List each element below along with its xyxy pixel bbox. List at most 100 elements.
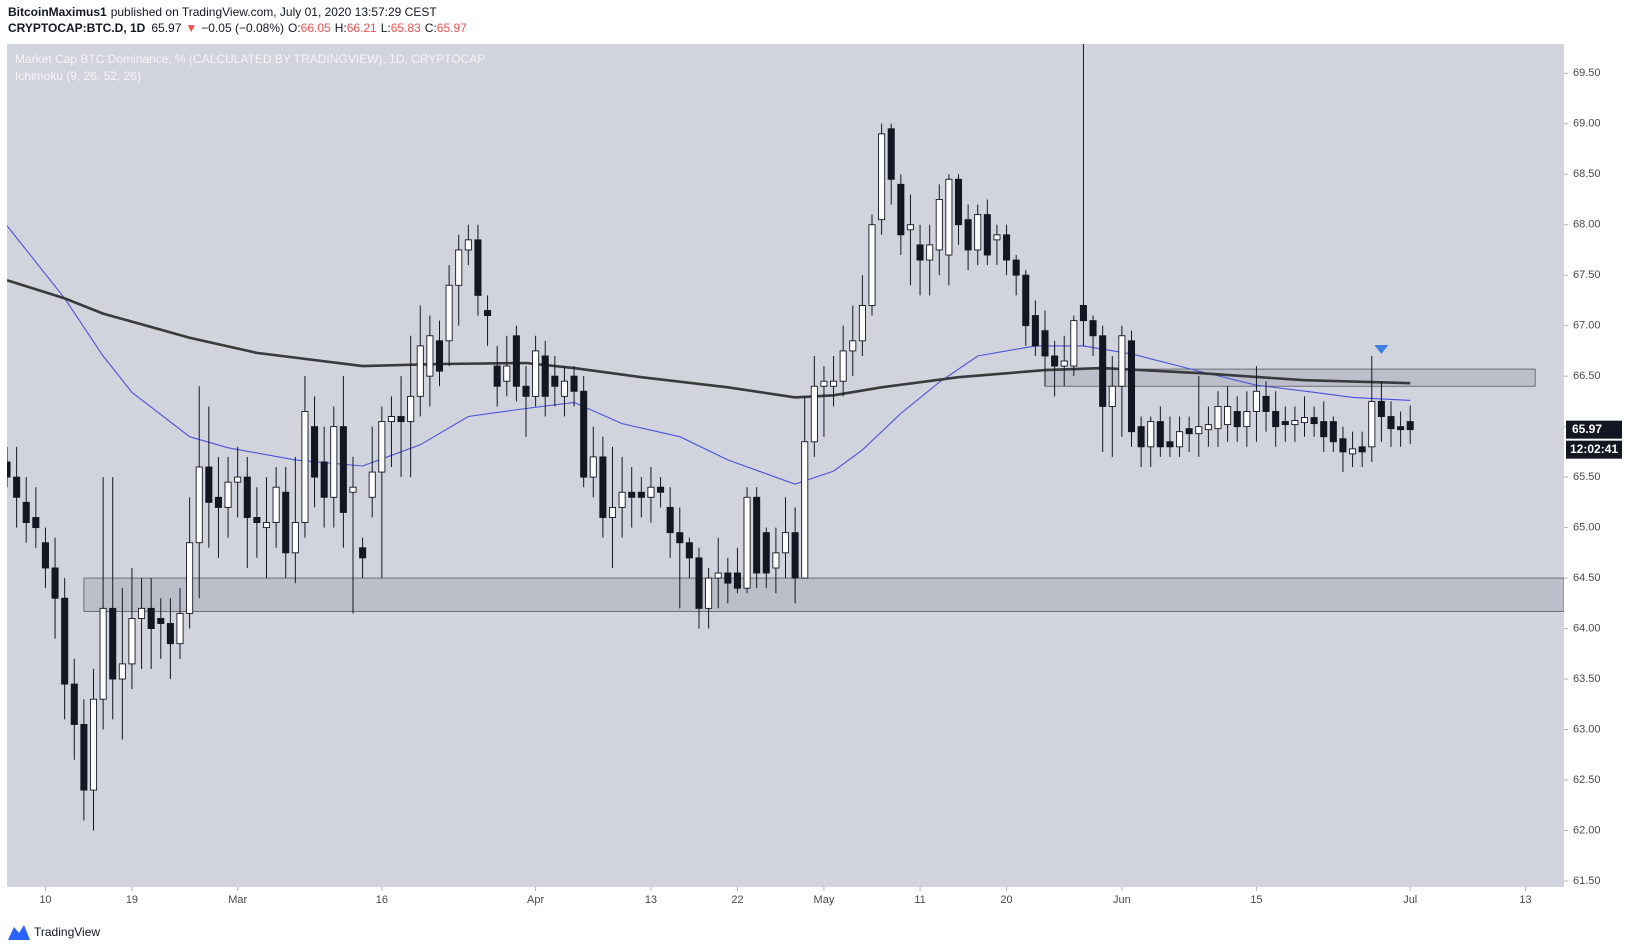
candle-body [1224, 405, 1232, 426]
candle-body [387, 416, 395, 423]
symbol: CRYPTOCAP:BTC.D, 1D [8, 21, 146, 35]
y-tick-label: 69.00 [1573, 118, 1601, 130]
high-label: H: [335, 21, 347, 35]
candle-body [70, 683, 78, 725]
candle-body [1252, 390, 1260, 412]
change-arrow: ▼ [185, 21, 197, 35]
x-tick-label: 11 [914, 894, 925, 906]
signal-marker [1374, 344, 1389, 354]
x-tick-label: 15 [1250, 894, 1262, 906]
candle-body [407, 395, 415, 423]
candle-body [1406, 421, 1414, 431]
candle-body [551, 375, 559, 387]
x-tick-label: 13 [1519, 894, 1531, 906]
candle-body [666, 506, 674, 534]
candle-body [1137, 426, 1145, 448]
candle-body [657, 486, 665, 493]
candle-body [445, 284, 453, 342]
candle-body [964, 219, 972, 251]
candle-body [1281, 421, 1289, 426]
candle-body [1185, 428, 1193, 435]
candle-body [954, 178, 963, 226]
candle-body [80, 724, 88, 791]
candle-body [781, 532, 790, 554]
candle-body [733, 572, 741, 589]
x-tick-label: Jun [1113, 894, 1131, 906]
candle-body [311, 426, 319, 478]
last-price: 65.97 [151, 21, 181, 35]
zone [83, 577, 1564, 612]
x-tick-label: Jul [1403, 894, 1417, 906]
candle-body [589, 456, 597, 478]
candle-body [791, 532, 799, 579]
candle-body [1166, 441, 1174, 448]
candle-body [32, 517, 40, 529]
candle-body [1127, 340, 1136, 433]
x-tick-label: May [814, 894, 835, 906]
candle-body [762, 532, 770, 574]
high-value: 66.21 [347, 21, 377, 35]
candle-body [7, 461, 11, 478]
x-tick-label: 20 [1000, 894, 1012, 906]
candle-body [926, 244, 934, 261]
author[interactable]: BitcoinMaximus1 [8, 5, 107, 19]
candle-body [1300, 417, 1309, 424]
candle-body [253, 517, 261, 523]
candle-body [1031, 315, 1039, 347]
last-price-label: 65.97 [1572, 422, 1602, 436]
candle-body [560, 380, 568, 397]
candle-body [89, 698, 98, 791]
candle-body [1310, 417, 1318, 425]
candle-body [1099, 335, 1107, 407]
y-tick-label: 67.00 [1573, 320, 1601, 332]
candle-body [570, 375, 578, 392]
footer-logo[interactable]: TradingView [8, 925, 100, 940]
candle-body [935, 199, 943, 251]
candle-body [1358, 446, 1366, 453]
plot-area [7, 44, 1564, 831]
brand[interactable]: TradingView [34, 925, 100, 939]
candle-body [1214, 405, 1222, 430]
open-label: O: [288, 21, 301, 35]
candle-body [157, 618, 165, 624]
symbol-line: CRYPTOCAP:BTC.D, 1D 65.97 ▼ −0.05 (−0.08%) O… [8, 21, 467, 35]
x-tick-label: 22 [731, 894, 743, 906]
candle-body [397, 416, 405, 423]
candle-body [1003, 234, 1011, 261]
candle-body [1147, 421, 1155, 448]
y-tick-label: 64.00 [1573, 622, 1601, 634]
candle-body [810, 385, 818, 443]
candle-body [138, 607, 146, 619]
candle-body [1176, 431, 1184, 448]
candle-body [128, 618, 136, 665]
candle-body [368, 471, 376, 498]
candle-body [195, 466, 203, 544]
candle-body [1368, 400, 1376, 448]
candle-body [1272, 411, 1280, 428]
y-tick-label: 61.50 [1573, 875, 1601, 887]
y-tick-label: 63.00 [1573, 723, 1601, 735]
candle-body [1262, 395, 1270, 412]
moving-average [7, 225, 1411, 485]
y-tick-label: 67.50 [1573, 269, 1601, 281]
candle-body [830, 380, 838, 387]
candle-body [647, 486, 655, 498]
candle-body [532, 350, 540, 397]
candle-body [618, 491, 626, 508]
candle-body [464, 239, 472, 251]
candle-body [714, 572, 722, 579]
candle-body [637, 491, 645, 498]
candle-body [349, 486, 357, 493]
candle-body [359, 547, 367, 559]
candle-body [1195, 426, 1203, 435]
x-tick-label: 10 [39, 894, 51, 906]
candle-body [685, 542, 693, 559]
candle-body [676, 532, 684, 544]
candle-body [22, 501, 30, 523]
x-tick-label: Apr [527, 894, 544, 906]
close-label: C: [425, 21, 437, 35]
indicator-label: Ichimoku (9, 26, 52, 26) [15, 69, 141, 83]
y-tick-label: 62.00 [1573, 824, 1601, 836]
y-tick-label: 68.00 [1573, 219, 1601, 231]
candle-body [61, 597, 69, 685]
